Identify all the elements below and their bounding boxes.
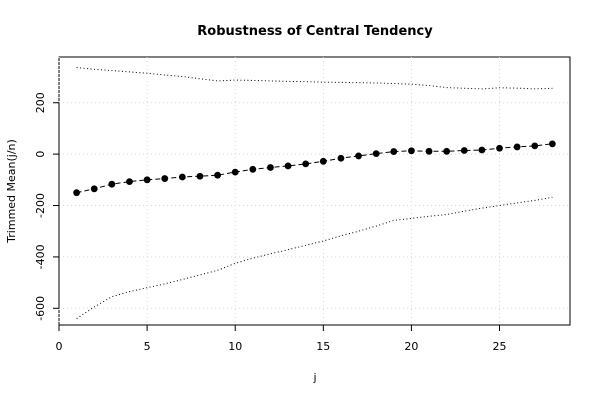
data-point (214, 171, 221, 179)
data-point (372, 150, 380, 158)
series-line-1 (76, 67, 553, 90)
y-tick-label: -400 (34, 244, 47, 269)
data-point (443, 147, 451, 155)
y-tick-label: -200 (34, 193, 47, 218)
x-axis: 0 5 10 15 20 25 (56, 324, 507, 353)
data-point (143, 176, 151, 184)
series-line-0 (76, 143, 553, 194)
data-point (548, 140, 556, 148)
y-tick-label: 200 (34, 92, 47, 113)
data-point (425, 147, 433, 155)
x-tick-label: 5 (144, 340, 151, 353)
x-tick-label: 15 (316, 340, 330, 353)
data-point (231, 168, 239, 176)
series-line-2 (76, 196, 553, 320)
data-point (319, 157, 327, 165)
plot-frame (58, 56, 571, 326)
data-point (390, 148, 398, 155)
data-point (126, 178, 133, 186)
data-point (73, 189, 81, 197)
data-point (249, 165, 257, 173)
y-axis: -600 -400 -200 0 200 (34, 92, 60, 321)
data-point (161, 175, 169, 182)
data-point (196, 172, 204, 180)
x-tick-label: 10 (228, 340, 242, 353)
grid (58, 57, 570, 325)
data-point (284, 162, 292, 170)
y-tick-label: -600 (34, 296, 47, 321)
data-point (108, 180, 116, 188)
y-tick-label: 0 (34, 151, 47, 158)
data-point (302, 160, 310, 168)
x-tick-label: 20 (404, 340, 418, 353)
series-layer (73, 67, 556, 320)
data-point (267, 164, 274, 171)
chart-title: Robustness of Central Tendency (197, 24, 433, 39)
data-point (90, 185, 98, 193)
x-axis-label: j (312, 371, 316, 384)
data-point (408, 147, 415, 155)
data-point (496, 144, 503, 152)
data-point (531, 142, 539, 150)
y-axis-label: Trimmed Mean(j/n) (5, 139, 18, 244)
data-point (355, 152, 362, 160)
x-tick-label: 25 (493, 340, 507, 353)
data-point (460, 147, 468, 154)
data-point (178, 173, 186, 181)
x-tick-label: 0 (56, 340, 63, 353)
data-point (337, 154, 345, 162)
data-point (513, 143, 521, 151)
data-point (478, 146, 486, 154)
